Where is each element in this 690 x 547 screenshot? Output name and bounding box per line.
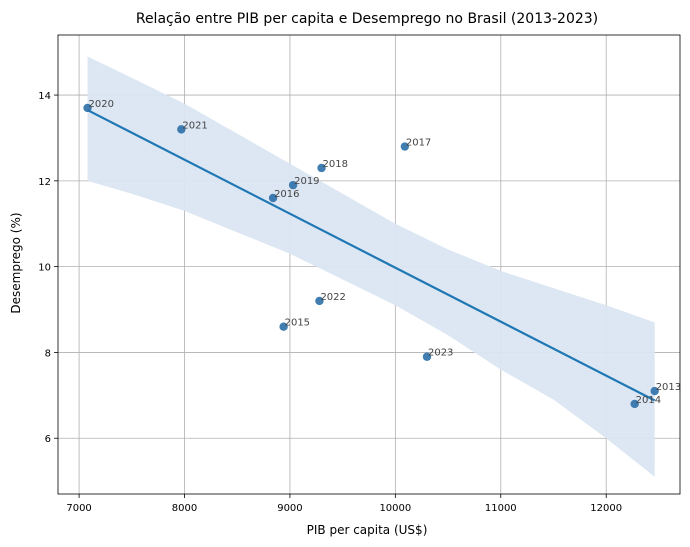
x-tick-label: 12000: [590, 503, 622, 514]
point-label: 2021: [182, 120, 207, 131]
point-label: 2019: [294, 176, 319, 187]
point-label: 2022: [320, 292, 345, 303]
y-tick-label: 8: [45, 348, 51, 359]
data-point: [279, 322, 288, 331]
x-tick-label: 8000: [172, 503, 197, 514]
point-label: 2016: [274, 189, 299, 200]
confidence-band: [87, 56, 655, 477]
point-label: 2013: [656, 382, 681, 393]
y-tick-label: 12: [38, 177, 51, 188]
point-label: 2020: [89, 99, 114, 110]
data-point: [83, 103, 92, 113]
y-tick-label: 6: [45, 434, 51, 445]
y-tick-label: 10: [38, 263, 51, 274]
data-point: [422, 352, 432, 361]
x-tick-label: 11000: [485, 503, 517, 514]
point-label: 2023: [428, 348, 453, 359]
plot-area: 7000 8000 9000 10000 11000 12000 6 8 10 12 14 2013 2…: [38, 34, 681, 514]
axes-frame: [57, 34, 681, 495]
data-point: [317, 163, 326, 173]
data-point: [400, 142, 410, 151]
data-point: [268, 193, 278, 203]
y-tick-label: 14: [38, 91, 51, 102]
data-point: [630, 399, 639, 409]
y-axis-label: Desemprego (%): [9, 212, 23, 313]
point-label: 2014: [636, 395, 661, 406]
data-point: [288, 180, 298, 190]
x-tick-label: 10000: [379, 503, 411, 514]
x-axis-label: PIB per capita (US$): [307, 523, 428, 537]
data-point: [315, 296, 324, 306]
point-label: 2015: [285, 318, 310, 329]
data-point: [650, 386, 659, 396]
data-point: [177, 125, 186, 134]
x-tick-label: 7000: [66, 503, 91, 514]
chart-title: Relação entre PIB per capita e Desempreg…: [136, 11, 598, 27]
regression-line: [87, 109, 656, 402]
x-tick-label: 9000: [277, 503, 302, 514]
point-label: 2018: [323, 159, 348, 170]
point-label: 2017: [406, 138, 431, 149]
